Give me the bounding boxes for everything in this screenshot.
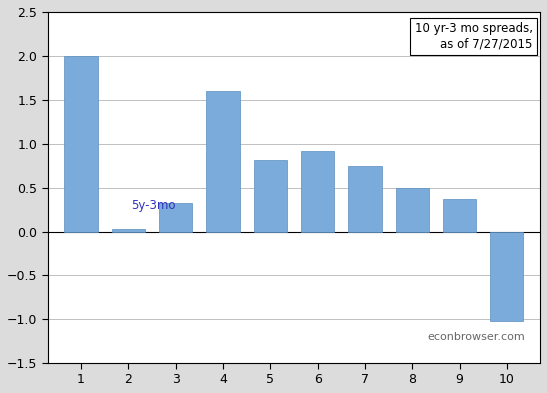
Text: 10 yr-3 mo spreads,
as of 7/27/2015: 10 yr-3 mo spreads, as of 7/27/2015 [415, 22, 533, 50]
Text: econbrowser.com: econbrowser.com [428, 332, 525, 342]
Text: 5y-3mo: 5y-3mo [131, 199, 175, 212]
Bar [395, 187, 429, 231]
Bar [159, 204, 192, 231]
Bar [254, 160, 287, 231]
Bar [206, 91, 240, 231]
Bar [490, 231, 523, 321]
Bar [443, 199, 476, 231]
Bar [65, 56, 97, 231]
Bar [348, 166, 381, 231]
Bar [112, 229, 145, 231]
Bar [301, 151, 334, 231]
